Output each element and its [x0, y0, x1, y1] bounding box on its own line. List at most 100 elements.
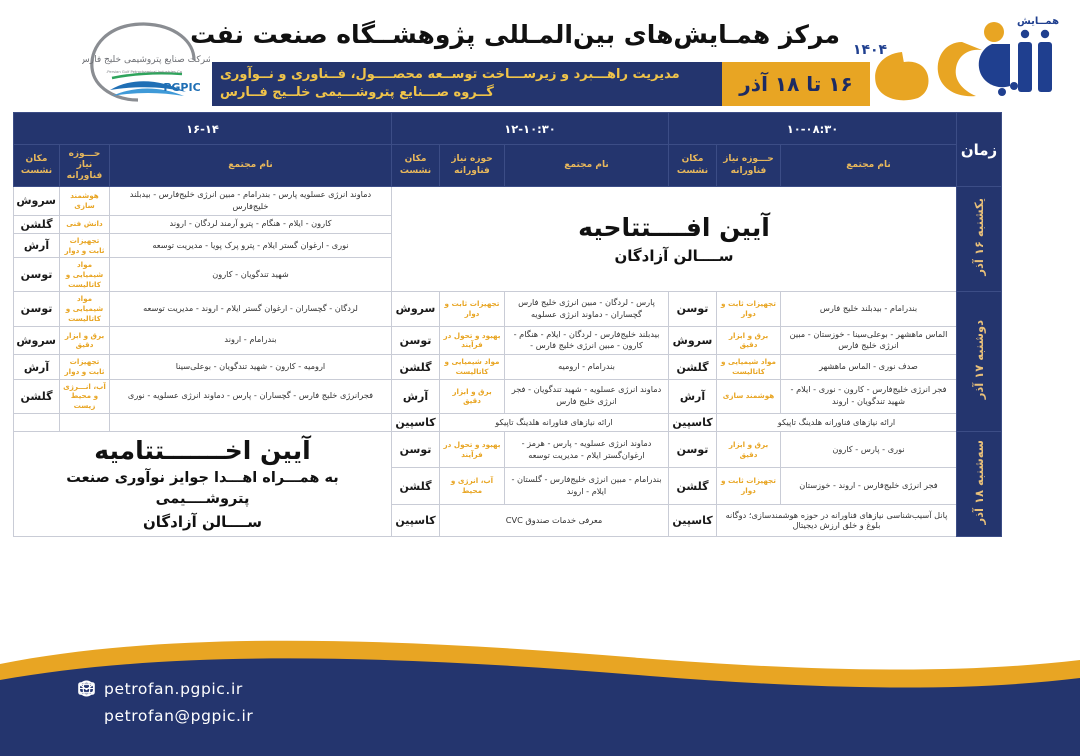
organizer-line-1: مدیریت راهـــبرد و زیرســـاخت توســعه مح… [220, 67, 680, 83]
session-place: گلشن [668, 467, 717, 505]
session-place: سروش [12, 186, 61, 216]
opening-ceremony-title: آیین افــــتتاحیه [578, 213, 770, 243]
day-label-day3: سه‌شنبه ۱۸ آذر [956, 430, 1002, 537]
footer-wave-graphic [0, 640, 1080, 756]
session-name: بندرامام - بیدبلند خلیج فارس [780, 291, 957, 327]
envelope-icon [78, 682, 95, 725]
session-tech: آب، انـــرژی و محیط زیست [59, 378, 110, 414]
session-place: آرش [668, 378, 717, 414]
table-row: سه‌شنبه ۱۸ آذر نوری - پارس - کارون برق و… [12, 430, 1002, 537]
session-place: توسن [12, 291, 61, 327]
session-name: نوری - ارغوان گستر ایلام - پترو پرک پویا… [109, 232, 392, 259]
session-name: بندرامام - ارومیه [504, 354, 669, 380]
day-label-text: دوشنبه ۱۷ آذر [971, 320, 986, 400]
table-row: نوری - ارغوان گستر ایلام - پترو پرک پویا… [12, 232, 1001, 259]
session-tech: مواد شیمیایی و کاتالیست [439, 354, 505, 380]
session-tech: هوشمند سازی [716, 378, 781, 414]
header-slot-b-time: ۱۲-۱۰:۳۰ [391, 112, 669, 145]
session-tech: مواد شیمیایی و کاتالیست [59, 291, 110, 327]
event-date: ۱۶ تا ۱۸ آذر [722, 62, 870, 106]
session-place: کاسپین [391, 503, 440, 537]
closing-ceremony-subtitle: به همـــراه اهـــدا جوایز نوآوری صنعت پت… [66, 469, 339, 508]
organizer-line-2: گــروه صـــنایع پتروشـــیمی خلــیج فــار… [220, 85, 494, 100]
session-tech: مواد شیمیایی و کاتالیست [716, 354, 781, 380]
table-row: فجر انرژی خلیج‌فارس - کارون - نوری - ایل… [12, 378, 1001, 414]
table-row: کارون - ایلام - هنگام - پترو آرمند لردگا… [12, 214, 1001, 234]
session-tech [59, 412, 110, 432]
session-tech: برق و ابزار دقیق [716, 325, 781, 356]
session-tech: مواد شیمیایی و کاتالیست [59, 257, 110, 293]
opening-ceremony-cell: آیین افــــتتاحیه ســــالن آزادگان [391, 185, 957, 293]
header-c-tech: حـــوزه نیاز فناورانه [59, 144, 110, 187]
session-name: شهید تندگویان - کارون [109, 257, 392, 293]
session-name: کارون - ایلام - هنگام - پترو آرمند لردگا… [109, 214, 392, 234]
event-banner: ۱۶ تا ۱۸ آذر مدیریت راهـــبرد و زیرســـا… [212, 62, 870, 106]
session-place: گلشن [12, 214, 61, 234]
session-tech: دانش فنی [59, 214, 110, 234]
session-name: نوری - پارس - کارون [780, 430, 957, 469]
contact-email-row[interactable]: petrofan@pgpic.ir [78, 682, 253, 725]
header-a-place: مکان نشست [668, 144, 717, 187]
header-slot-c-time: ۱۶-۱۴ [12, 112, 393, 145]
session-place: توسن [391, 325, 440, 356]
table-row: شهید تندگویان - کارون مواد شیمیایی و کات… [12, 257, 1001, 293]
event-organizer: مدیریت راهـــبرد و زیرســـاخت توســعه مح… [212, 62, 722, 106]
table-row: فجر انرژی خلیج‌فارس - اروند - خوزستان تج… [13, 467, 1001, 505]
session-name: الماس ماهشهر - بوعلی‌سینا - خوزستان - مب… [780, 325, 957, 356]
session-name: بندرامام - مبین انرژی خلیج‌فارس - گلستان… [504, 467, 669, 505]
session-place: سروش [668, 325, 717, 356]
closing-ceremony-title: آیین اخـــــــتتامیه [94, 435, 311, 465]
poster-header: شرکت صنایع پتروشیمی خلیج فارس Persian Gu… [0, 0, 1080, 112]
petrofan-logo-year: ۱۴۰۴ [853, 42, 888, 58]
table-header-columns: نام مجتمع حـــوزه نیاز فناورانه مکان نشس… [12, 144, 1001, 187]
header-a-name: نام مجتمع [780, 144, 957, 187]
opening-ceremony-venue: ســــالن آزادگان [614, 246, 734, 265]
header-b-name: نام مجتمع [504, 144, 669, 187]
poster-footer: petrofan.pgpic.ir petrofan@pgpic.ir [0, 630, 1080, 756]
table-header-times: زمان ۱۰-۰۸:۳۰ ۱۲-۱۰:۳۰ ۱۶-۱۴ [12, 112, 1002, 187]
session-place: توسن [668, 430, 717, 469]
page-title: مرکز همـایش‌های بین‌المـللی پژوهشــگاه ص… [190, 20, 840, 49]
petrofan-logo: همــایش ۱۴۰۴ [842, 2, 1072, 110]
closing-ceremony-cell: آیین اخـــــــتتامیه به همـــراه اهـــدا… [12, 430, 393, 537]
session-name: بیدبلند خلیج‌فارس - لردگان - ایلام - هنگ… [504, 325, 669, 356]
session-place: توسن [391, 430, 440, 469]
session-place: گلشن [668, 354, 717, 380]
session-tech: برق و ابزار دقیق [59, 325, 110, 356]
schedule-table: زمان ۱۰-۰۸:۳۰ ۱۲-۱۰:۳۰ ۱۶-۱۴ نام مجتمع ح… [12, 112, 1002, 537]
header-b-place: مکان نشست [391, 144, 440, 187]
session-tech: تجهیزات ثابت و دوار [59, 354, 110, 380]
session-place: سروش [12, 325, 61, 356]
session-tech: بهبود و تحول در فرآیند [439, 430, 505, 469]
session-name: فجر انرژی خلیج‌فارس - اروند - خوزستان [780, 467, 957, 505]
session-tech: آب، انرژی و محیط [439, 467, 505, 505]
pgpic-logo-brand: PGPIC [163, 81, 200, 94]
session-name: ارائه نیازهای فناورانه هلدینگ تاپیکو [716, 412, 957, 432]
table-row: پانل آسیب‌شناسی نیازهای فناورانه در حوزه… [13, 503, 1001, 537]
contact-website-row[interactable]: petrofan.pgpic.ir [78, 680, 253, 698]
session-place: آرش [12, 232, 61, 259]
pgpic-logo-en-text: Persian Gulf Petrochemical Industries Co… [106, 70, 183, 74]
session-place: کاسپین [391, 412, 440, 432]
session-tech: تجهیزات ثابت و دوار [439, 291, 505, 327]
header-c-name: نام مجتمع [109, 144, 392, 187]
session-place [12, 412, 61, 432]
contact-block: petrofan.pgpic.ir petrofan@pgpic.ir [78, 680, 253, 734]
session-tech: بهبود و تحول در فرآیند [439, 325, 505, 356]
session-name: ارومیه - کارون - شهید تندگویان - بوعلی‌س… [109, 354, 392, 380]
session-name: معرفی خدمات صندوق CVC [439, 503, 669, 537]
session-place: گلشن [391, 354, 440, 380]
session-place: کاسپین [668, 412, 717, 432]
session-tech: تجهیزات ثابت و دوار [716, 291, 781, 327]
session-place: آرش [12, 354, 61, 380]
day-label-text: یکشنبه ۱۶ آذر [971, 198, 986, 276]
session-name: فجر انرژی خلیج‌فارس - کارون - نوری - ایل… [780, 378, 957, 414]
header-time-label: زمان [956, 112, 1002, 187]
session-place: توسن [12, 257, 61, 293]
session-tech: تجهیزات ثابت و دوار [59, 232, 110, 259]
session-tech: تجهیزات ثابت و دوار [716, 467, 781, 505]
session-name: دماوند انرژی عسلویه - شهید تندگویان - فج… [504, 378, 669, 414]
petrofan-logo-kicker: همــایش [1017, 16, 1059, 27]
session-name: بندرامام - اروند [109, 325, 392, 356]
